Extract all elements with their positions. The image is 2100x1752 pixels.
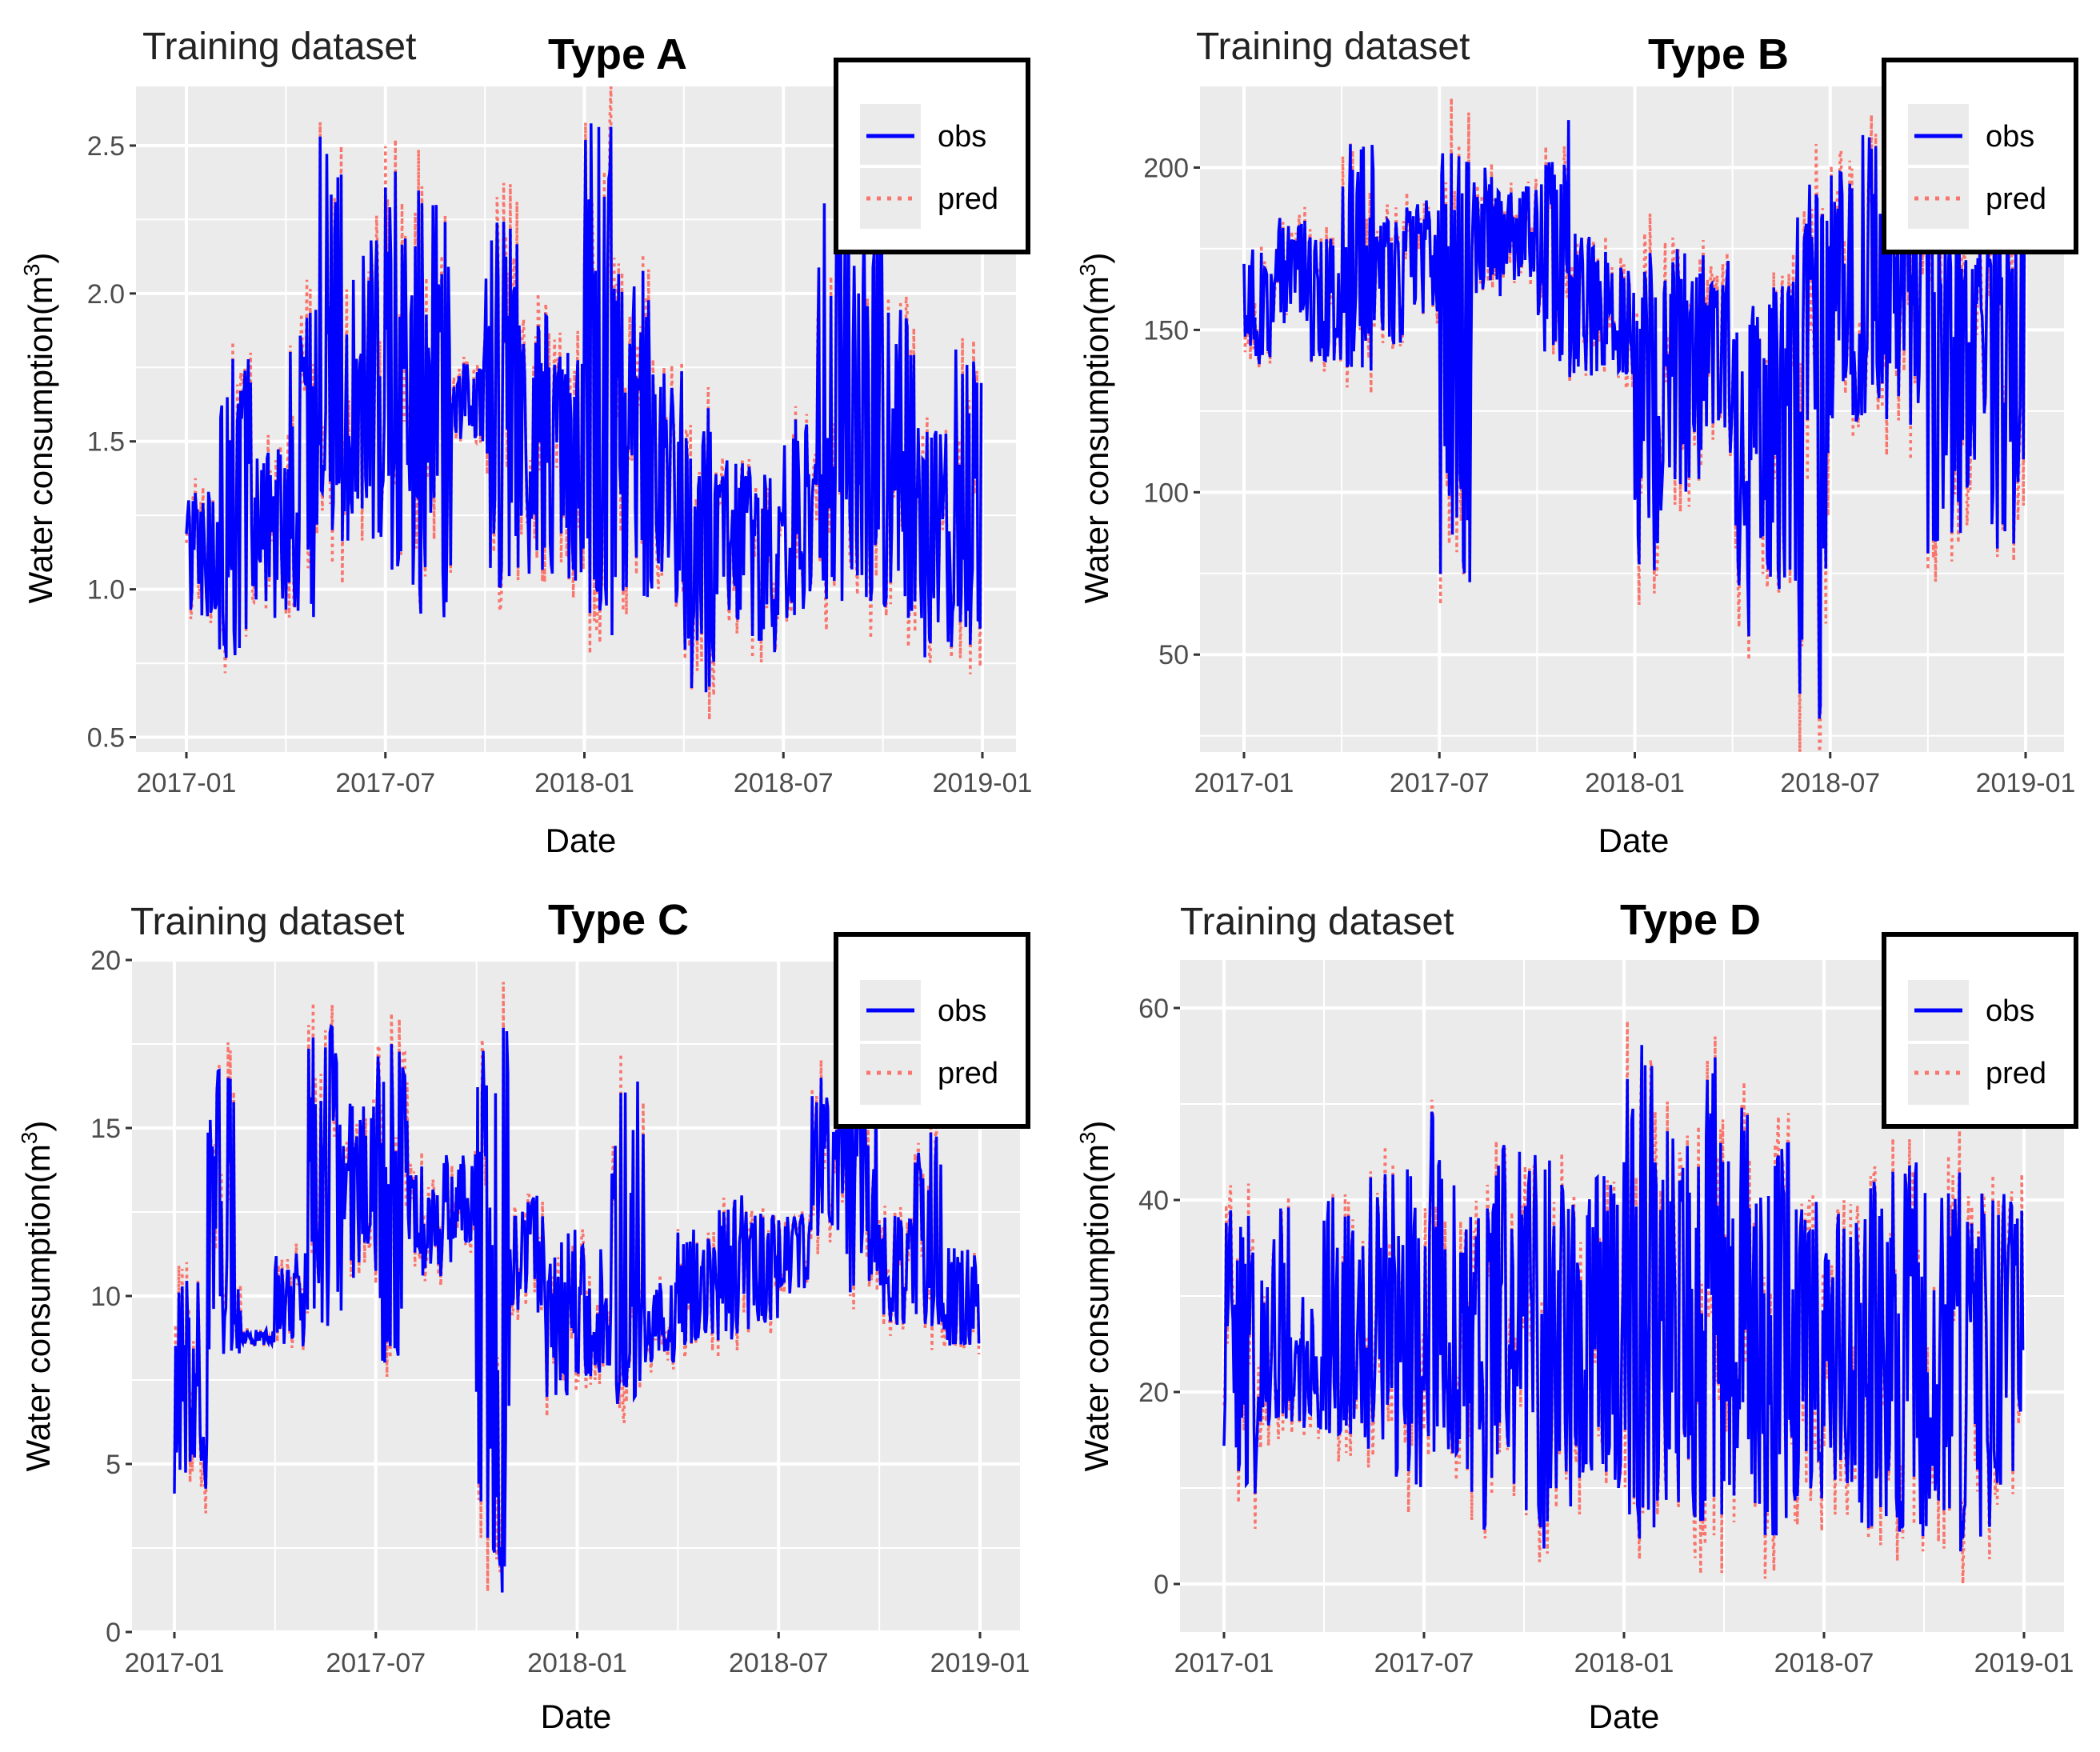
- y-axis-label: Water consumption(m3): [17, 1121, 57, 1472]
- x-tick-label: 2019-01: [1976, 768, 2076, 798]
- x-axis-label: Date: [1598, 822, 1670, 859]
- x-axis: 2017-01 2017-07 2018-01 2018-07 2019-01: [1174, 1632, 2074, 1678]
- y-tick-label: 20: [90, 946, 121, 976]
- panel-title: Type D: [1620, 896, 1761, 944]
- x-tick-label: 2018-01: [1585, 768, 1685, 798]
- y-tick-label: 0.5: [87, 723, 125, 754]
- x-tick-label: 2018-07: [729, 1648, 829, 1678]
- data-series-obs: [185, 123, 983, 693]
- y-axis: 50 100 150 200: [1143, 153, 1200, 670]
- x-tick-label: 2019-01: [933, 768, 1033, 798]
- legend-label-pred: pred: [1986, 1057, 2046, 1090]
- x-tick-label: 2018-07: [1780, 768, 1880, 798]
- y-axis-label-main: Water consumption(m: [1078, 276, 1115, 603]
- panel-header: Training dataset: [1180, 901, 1454, 943]
- x-tick-label: 2019-01: [1974, 1648, 2074, 1678]
- x-axis-label: Date: [546, 822, 617, 859]
- x-axis: 2017-01 2017-07 2018-01 2018-07 2019-01: [137, 752, 1033, 798]
- y-axis-label-sup: 3: [1075, 1132, 1100, 1145]
- y-axis-label-close: ): [22, 253, 59, 264]
- series-line-obs: [1242, 120, 2026, 719]
- y-tick-label: 1.5: [87, 427, 125, 458]
- x-tick-label: 2018-07: [734, 768, 834, 798]
- legend: obs pred: [834, 58, 1030, 254]
- panel-type-c: Training dataset Type C 0 5 10 15 20 2017-01…: [17, 896, 1030, 1735]
- series-line-obs: [1222, 1045, 2025, 1552]
- y-tick-label: 2.5: [87, 131, 125, 162]
- legend: obs pred: [1882, 932, 2078, 1129]
- panel-header: Training dataset: [1196, 26, 1470, 68]
- series-line-obs: [185, 123, 983, 693]
- x-tick-label: 2017-07: [1374, 1648, 1474, 1678]
- y-axis: 0.5 1.0 1.5 2.0 2.5: [87, 131, 136, 754]
- y-tick-label: 0: [1154, 1570, 1169, 1600]
- y-tick-label: 200: [1143, 153, 1189, 183]
- legend-label-obs: obs: [1986, 120, 2034, 154]
- y-axis: 0 20 40 60: [1138, 994, 1180, 1600]
- y-axis-label-main: Water consumption(m: [1078, 1144, 1115, 1471]
- y-axis-label-sup: 3: [19, 264, 44, 277]
- y-tick-label: 0: [106, 1618, 121, 1648]
- x-axis-label: Date: [541, 1698, 612, 1735]
- y-tick-label: 40: [1138, 1186, 1169, 1216]
- y-axis: 0 5 10 15 20: [90, 946, 132, 1648]
- data-series-obs: [1222, 1045, 2025, 1552]
- x-tick-label: 2018-01: [534, 768, 634, 798]
- x-axis-label: Date: [1589, 1698, 1660, 1735]
- y-axis-label-sup: 3: [17, 1132, 42, 1145]
- panel-header: Training dataset: [142, 26, 416, 68]
- panel-title: Type C: [548, 896, 689, 944]
- x-tick-label: 2018-01: [527, 1648, 627, 1678]
- y-tick-label: 15: [90, 1114, 121, 1144]
- y-axis-label: Water consumption(m3): [19, 253, 59, 604]
- y-axis-label-close: ): [1078, 1121, 1115, 1132]
- panel-header: Training dataset: [130, 901, 404, 943]
- legend: obs pred: [1882, 58, 2078, 254]
- y-tick-label: 20: [1138, 1378, 1169, 1408]
- x-axis: 2017-01 2017-07 2018-01 2018-07 2019-01: [1194, 752, 2076, 798]
- x-tick-label: 2017-01: [137, 768, 237, 798]
- x-tick-label: 2017-07: [335, 768, 435, 798]
- y-axis-label-main: Water consumption(m: [19, 1144, 57, 1471]
- x-tick-label: 2017-07: [1390, 768, 1490, 798]
- x-tick-label: 2018-07: [1774, 1648, 1874, 1678]
- x-tick-label: 2017-01: [125, 1648, 225, 1678]
- x-tick-label: 2017-07: [326, 1648, 426, 1678]
- panel-type-a: Training dataset Type A 0.51.01.52.02.5 …: [19, 26, 1032, 859]
- y-axis-label-sup: 3: [1075, 264, 1100, 277]
- y-axis-label-main: Water consumption(m: [22, 276, 59, 603]
- y-tick-label: 5: [106, 1450, 121, 1480]
- legend-label-pred: pred: [1986, 182, 2046, 216]
- y-tick-label: 50: [1158, 640, 1189, 670]
- x-tick-label: 2019-01: [930, 1648, 1030, 1678]
- data-series-obs: [1242, 120, 2026, 719]
- y-tick-label: 100: [1143, 478, 1189, 508]
- y-axis-label-close: ): [1078, 253, 1115, 264]
- y-axis-label: Water consumption(m3): [1075, 1121, 1115, 1472]
- y-tick-label: 2.0: [87, 279, 125, 310]
- legend-label-obs: obs: [938, 120, 986, 154]
- panel-title: Type A: [548, 30, 687, 78]
- gridlines: [132, 958, 1020, 1634]
- y-axis-label: Water consumption(m3): [1075, 253, 1115, 604]
- legend: obs pred: [834, 932, 1030, 1129]
- panel-title: Type B: [1648, 30, 1789, 78]
- y-tick-label: 150: [1143, 315, 1189, 346]
- y-tick-label: 60: [1138, 994, 1169, 1024]
- legend-label-pred: pred: [938, 182, 998, 216]
- y-axis-label-close: ): [19, 1121, 57, 1132]
- x-axis: 2017-01 2017-07 2018-01 2018-07 2019-01: [125, 1632, 1030, 1678]
- y-tick-label: 10: [90, 1282, 121, 1312]
- legend-label-obs: obs: [938, 994, 986, 1028]
- panel-type-b: Training dataset Type B 50 100 150 200 2017…: [1075, 26, 2078, 859]
- legend-label-obs: obs: [1986, 994, 2034, 1028]
- x-tick-label: 2018-01: [1574, 1648, 1674, 1678]
- x-tick-label: 2017-01: [1174, 1648, 1274, 1678]
- x-tick-label: 2017-01: [1194, 768, 1294, 798]
- legend-label-pred: pred: [938, 1057, 998, 1090]
- y-tick-label: 1.0: [87, 575, 125, 606]
